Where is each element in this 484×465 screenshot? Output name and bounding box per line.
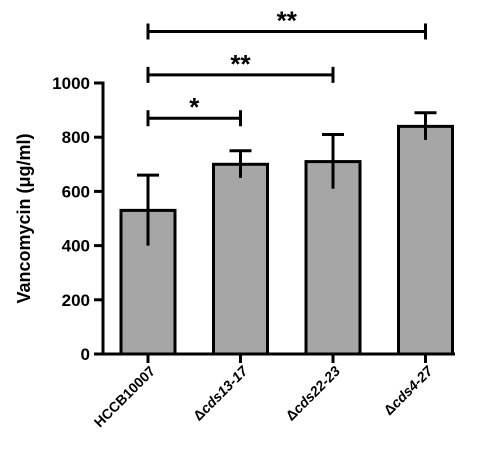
y-tick-label: 400 [62,237,90,256]
y-tick-label: 600 [62,182,90,201]
significance-brackets: ***** [146,6,427,127]
significance-label: ** [277,6,298,36]
category-name: cds22-23 [289,363,343,417]
error-bars [137,111,437,246]
x-category-label: Δcds4-27 [380,362,436,418]
bars [119,124,454,356]
y-tick-label: 0 [81,345,90,364]
significance-label: * [189,92,200,122]
bar [212,162,269,356]
bar [397,124,454,356]
y-tick-label: 200 [62,291,90,310]
bar [304,160,362,356]
x-category-label: HCCB10007 [91,363,159,431]
category-name: cds13-17 [197,362,252,417]
x-category-label: Δcds22-23 [282,363,343,424]
y-tick-label: 1000 [52,74,90,93]
category-name: cds4-27 [387,362,436,411]
y-tick-label: 800 [62,128,90,147]
x-category-label: Δcds13-17 [190,362,252,424]
significance-label: ** [230,49,251,79]
y-axis-title: Vancomycin (μg/ml) [14,133,34,303]
